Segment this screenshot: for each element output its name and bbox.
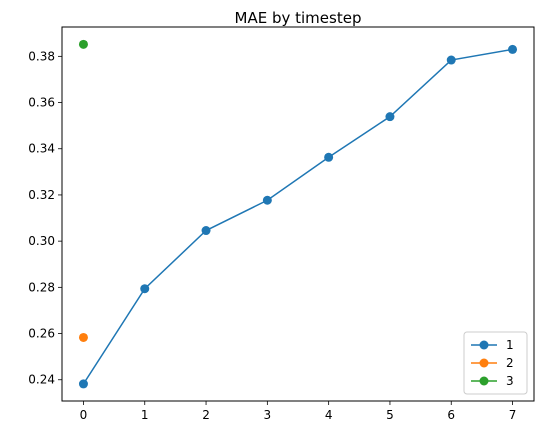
y-tick-label: 0.38 [28, 49, 55, 63]
legend-marker-3 [479, 376, 489, 386]
axes: 0 1 2 3 4 5 6 7 0.24 0.26 0.28 0.30 0.32 0.34 0.36 0.38 [28, 49, 516, 422]
series-1-point [262, 195, 272, 205]
x-tick-label: 0 [80, 408, 88, 422]
chart-title: MAE by timestep [235, 9, 362, 27]
series-1-point [508, 44, 518, 54]
x-tick-label: 2 [202, 408, 210, 422]
legend-label-1: 1 [506, 338, 514, 352]
series-1-point [385, 112, 395, 122]
legend-label-3: 3 [506, 374, 514, 388]
series-3-point [78, 39, 88, 49]
series-1-point [324, 152, 334, 162]
y-tick-label: 0.34 [28, 142, 55, 156]
y-tick-label: 0.30 [28, 234, 55, 248]
x-tick-label: 7 [509, 408, 517, 422]
y-tick-label: 0.28 [28, 280, 55, 294]
x-tick-label: 6 [447, 408, 455, 422]
series-2-point [78, 332, 88, 342]
legend-marker-2 [479, 358, 489, 368]
series-1-point [201, 226, 211, 236]
legend-label-2: 2 [506, 356, 514, 370]
x-tick-label: 4 [325, 408, 333, 422]
series-1-point [446, 55, 456, 65]
y-tick-label: 0.32 [28, 188, 55, 202]
legend-marker-1 [479, 340, 489, 350]
y-tick-label: 0.36 [28, 96, 55, 110]
y-tick-label: 0.26 [28, 327, 55, 341]
x-tick-label: 1 [141, 408, 149, 422]
x-tick-label: 3 [264, 408, 272, 422]
legend: 1 2 3 [463, 331, 528, 395]
x-tick-label: 5 [386, 408, 394, 422]
y-tick-label: 0.24 [28, 373, 55, 387]
series-1-point [140, 284, 150, 294]
series-1-point [78, 379, 88, 389]
series-1-line [82, 48, 513, 385]
plot-area [78, 39, 518, 389]
plot-frame [61, 26, 535, 402]
